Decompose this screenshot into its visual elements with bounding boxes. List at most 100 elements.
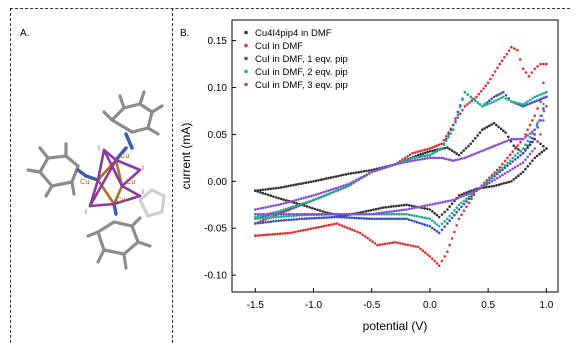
data-point: [314, 179, 318, 183]
data-point: [435, 262, 439, 265]
data-point: [274, 196, 278, 199]
data-point: [423, 207, 427, 210]
data-point: [272, 216, 275, 219]
data-point: [367, 209, 370, 213]
data-point: [328, 212, 331, 216]
data-point: [486, 81, 490, 85]
data-point: [254, 208, 257, 211]
data-point: [542, 81, 545, 85]
data-point: [356, 230, 359, 234]
data-point: [414, 245, 418, 248]
data-point: [455, 152, 459, 155]
data-point: [512, 178, 516, 181]
data-point: [397, 212, 401, 216]
data-point: [460, 193, 463, 196]
data-point: [507, 180, 511, 184]
y-tick-label: 0.10: [208, 83, 228, 94]
data-point: [313, 212, 316, 216]
data-point: [312, 194, 315, 197]
data-point: [325, 216, 329, 219]
data-point: [333, 212, 336, 216]
data-point: [282, 185, 285, 189]
data-point: [299, 197, 303, 200]
data-point: [531, 119, 534, 122]
data-point: [481, 105, 484, 108]
data-point: [349, 181, 353, 185]
data-point: [396, 162, 399, 166]
data-point: [340, 224, 344, 227]
data-point: [279, 202, 283, 206]
data-point: [417, 245, 420, 249]
data-point: [536, 126, 539, 129]
data-point: [266, 233, 270, 236]
data-point: [542, 149, 546, 152]
data-point: [325, 224, 328, 227]
data-point: [493, 171, 496, 174]
data-point: [526, 155, 529, 159]
data-point: [511, 156, 514, 160]
data-point: [507, 49, 511, 52]
data-point: [292, 205, 295, 208]
data-point: [539, 142, 542, 146]
data-point: [332, 222, 336, 226]
data-point: [408, 159, 412, 163]
data-point: [485, 101, 489, 104]
data-point: [305, 205, 309, 208]
data-point: [444, 139, 448, 143]
data-point: [528, 152, 532, 156]
data-point: [322, 194, 325, 198]
data-point: [367, 169, 371, 172]
data-point: [456, 158, 460, 161]
data-point: [446, 146, 449, 149]
data-point: [455, 206, 459, 209]
data-point: [415, 214, 419, 218]
data-point: [439, 201, 442, 204]
data-point: [433, 202, 437, 205]
data-point: [443, 220, 447, 223]
data-point: [261, 191, 265, 195]
data-point: [297, 182, 300, 186]
data-point: [335, 215, 339, 219]
data-point: [467, 190, 471, 193]
data-point: [390, 217, 394, 221]
data-point: [519, 154, 522, 157]
data-point: [415, 220, 419, 224]
data-point: [411, 244, 415, 248]
data-point: [517, 174, 520, 177]
data-point: [256, 215, 260, 218]
data-point: [514, 158, 517, 161]
data-point: [282, 198, 286, 201]
data-point: [545, 90, 548, 94]
data-point: [254, 234, 257, 237]
data-point: [455, 224, 459, 227]
data-point: [319, 178, 323, 181]
data-point: [510, 180, 513, 183]
data-point: [392, 205, 396, 208]
data-point: [353, 216, 356, 220]
data-point: [502, 90, 505, 94]
data-point: [536, 121, 539, 124]
legend-marker: [244, 30, 248, 35]
data-point: [467, 201, 471, 205]
y-tick-label: -0.05: [204, 224, 227, 235]
data-point: [497, 98, 500, 101]
data-point: [415, 206, 419, 209]
data-point: [457, 208, 461, 211]
data-point: [392, 209, 396, 213]
data-point: [470, 193, 473, 196]
data-point: [314, 226, 318, 229]
data-point: [417, 153, 420, 157]
data-point: [495, 184, 498, 187]
data-point: [354, 171, 358, 174]
data-point: [355, 216, 359, 220]
data-point: [295, 212, 299, 216]
data-point: [332, 175, 335, 179]
data-point: [498, 170, 502, 174]
data-point: [353, 212, 356, 216]
data-point: [370, 170, 374, 174]
data-point: [508, 159, 512, 162]
data-point: [507, 138, 511, 142]
data-point: [469, 95, 473, 99]
data-point: [526, 100, 529, 103]
